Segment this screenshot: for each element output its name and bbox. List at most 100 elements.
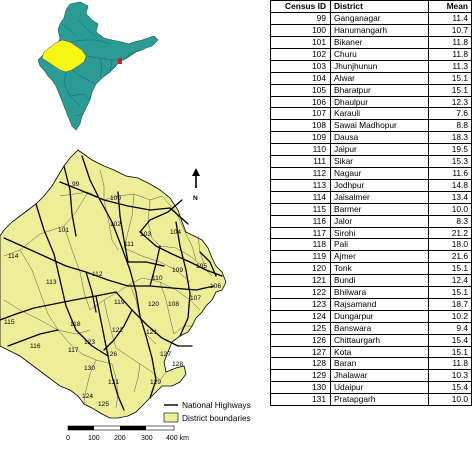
- mean-value-cell: 10.2: [428, 309, 472, 323]
- table-row: 116 Jalor 8.3: [270, 214, 472, 228]
- district-legend-swatch: [163, 412, 179, 423]
- mean-value-cell: 12.4: [428, 274, 472, 288]
- mean-value-cell: 15.1: [428, 71, 472, 85]
- district-label-118: 118: [70, 321, 81, 328]
- header-census-id: Census ID: [270, 0, 331, 14]
- map-panel: 99 100 101 102 103 104 105 106 107 108 1…: [0, 1, 251, 442]
- table-row: 111 Sikar 15.3: [270, 155, 472, 168]
- mean-value-cell: 11.4: [428, 12, 472, 26]
- table-row: 101 Bikaner 11.8: [270, 36, 472, 49]
- census-id-cell: 124: [270, 309, 331, 323]
- table-row: 117 Sirohi 21.2: [270, 226, 472, 240]
- district-label-125: 125: [98, 401, 109, 408]
- table-row: 129 Jhalawar 10.3: [270, 369, 472, 383]
- district-name-cell: Kota: [330, 345, 429, 359]
- district-label-124: 124: [82, 393, 93, 400]
- district-name-cell: Nagaur: [330, 166, 429, 180]
- table-row: 103 Jhunjhunun 11.3: [270, 59, 472, 73]
- national-highways: [0, 155, 223, 411]
- india-inset-map: [37, 1, 159, 131]
- district-label-114: 114: [8, 253, 19, 260]
- mean-value-cell: 18.0: [428, 238, 472, 252]
- district-name-cell: Dausa: [330, 131, 429, 145]
- census-id-cell: 130: [270, 381, 331, 395]
- mean-value-cell: 21.6: [428, 250, 472, 264]
- district-name-cell: Udaipur: [330, 381, 429, 395]
- district-label-115: 115: [4, 319, 15, 326]
- district-name-cell: Sawai Madhopur: [330, 119, 429, 133]
- mean-value-cell: 11.3: [428, 59, 472, 73]
- table-row: 106 Dhaulpur 12.3: [270, 95, 472, 109]
- district-label-103: 103: [140, 231, 151, 238]
- district-name-cell: Jhalawar: [330, 369, 429, 383]
- district-label-105: 105: [196, 263, 207, 270]
- mean-value-cell: 11.8: [428, 357, 472, 371]
- table-row: 124 Dungarpur 10.2: [270, 309, 472, 323]
- district-name-cell: Pali: [330, 238, 429, 252]
- census-id-cell: 113: [270, 178, 331, 192]
- scale-label-300: 300: [141, 435, 153, 442]
- district-label-113: 113: [46, 279, 57, 286]
- table-row: 108 Sawai Madhopur 8.8: [270, 119, 472, 133]
- table-row: 110 Jaipur 19.5: [270, 143, 472, 157]
- district-label-119: 119: [114, 299, 125, 306]
- district-label-108: 108: [168, 301, 179, 308]
- table-row: 105 Bharatpur 15.1: [270, 83, 472, 97]
- mean-value-cell: 10.0: [428, 393, 472, 407]
- census-id-cell: 103: [270, 59, 331, 73]
- district-name-cell: Chittaurgarh: [330, 333, 429, 347]
- table-row: 113 Jodhpur 14.8: [270, 178, 472, 192]
- census-id-cell: 110: [270, 143, 331, 157]
- mean-value-cell: 7.6: [428, 107, 472, 121]
- census-id-cell: 112: [270, 166, 331, 180]
- table-row: 131 Pratapgarh 10.0: [270, 393, 472, 407]
- table-row: 104 Alwar 15.1: [270, 71, 472, 85]
- district-label-100: 100: [110, 195, 121, 202]
- census-id-cell: 122: [270, 286, 331, 299]
- census-id-cell: 105: [270, 83, 331, 97]
- mean-value-cell: 21.2: [428, 226, 472, 240]
- district-name-cell: Jaipur: [330, 143, 429, 157]
- district-label-121: 121: [146, 329, 157, 336]
- mean-value-cell: 9.4: [428, 321, 472, 335]
- census-id-cell: 117: [270, 226, 331, 240]
- census-id-cell: 121: [270, 274, 331, 288]
- census-id-cell: 128: [270, 357, 331, 371]
- table-row: 99 Ganganagar 11.4: [270, 12, 472, 26]
- mean-value-cell: 11.8: [428, 47, 472, 61]
- rajasthan-outline: [0, 149, 227, 419]
- mean-value-cell: 12.3: [428, 95, 472, 109]
- census-id-cell: 119: [270, 250, 331, 264]
- district-label-126: 126: [106, 351, 117, 358]
- district-name-cell: Hanumangarh: [330, 24, 429, 38]
- district-name-cell: Ganganagar: [330, 12, 429, 26]
- district-name-cell: Barmer: [330, 202, 429, 216]
- legend-highways-label: National Highways: [182, 400, 251, 410]
- table-row: 130 Udaipur 15.4: [270, 381, 472, 395]
- census-id-cell: 114: [270, 190, 331, 204]
- district-label-130: 130: [84, 365, 95, 372]
- census-id-cell: 129: [270, 369, 331, 383]
- mean-value-cell: 8.8: [428, 119, 472, 133]
- scale-label-0: 0: [66, 435, 70, 442]
- table-row: 126 Chittaurgarh 15.4: [270, 333, 472, 347]
- mean-value-cell: 13.4: [428, 190, 472, 204]
- district-label-107: 107: [190, 295, 201, 302]
- header-mean: Mean: [428, 0, 472, 14]
- district-label-117: 117: [68, 347, 79, 354]
- table-row: 118 Pali 18.0: [270, 238, 472, 252]
- district-name-cell: Sikar: [330, 155, 429, 168]
- mean-value-cell: 11.6: [428, 166, 472, 180]
- census-id-cell: 104: [270, 71, 331, 85]
- district-name-cell: Alwar: [330, 71, 429, 85]
- district-label-120: 120: [148, 301, 159, 308]
- mean-value-cell: 18.3: [428, 131, 472, 145]
- district-table-panel: Census ID District Mean 99 Ganganagar 11.4…: [270, 0, 472, 407]
- district-name-cell: Tonk: [330, 262, 429, 276]
- district-label-106: 106: [210, 283, 221, 290]
- district-label-127: 127: [160, 351, 171, 358]
- district-name-cell: Bikaner: [330, 36, 429, 49]
- district-label-116: 116: [30, 343, 41, 350]
- district-name-cell: Jodhpur: [330, 178, 429, 192]
- census-id-cell: 101: [270, 36, 331, 49]
